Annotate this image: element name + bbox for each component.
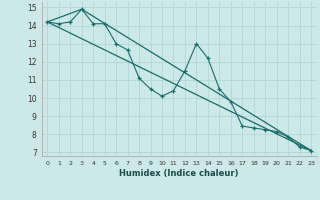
X-axis label: Humidex (Indice chaleur): Humidex (Indice chaleur): [119, 169, 239, 178]
